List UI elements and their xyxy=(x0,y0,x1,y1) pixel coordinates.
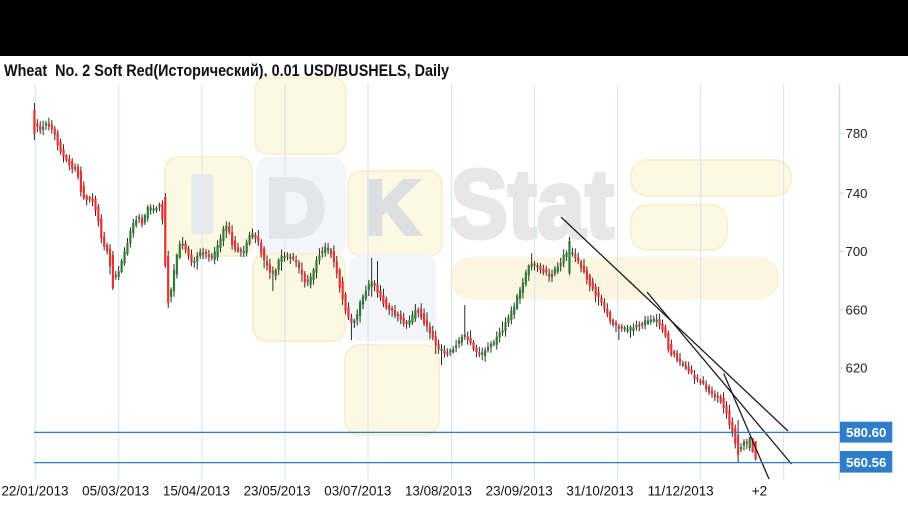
svg-text:15/04/2013: 15/04/2013 xyxy=(163,484,230,499)
svg-text:31/10/2013: 31/10/2013 xyxy=(566,484,633,499)
svg-text:+2: +2 xyxy=(752,484,767,499)
svg-text:580.60: 580.60 xyxy=(846,425,886,440)
svg-text:13/08/2013: 13/08/2013 xyxy=(405,484,472,499)
svg-text:Wheat No. 2 Soft Red(Историче: Wheat No. 2 Soft Red(Исторический), 0.01… xyxy=(4,62,450,80)
svg-text:660: 660 xyxy=(846,302,868,317)
svg-text:23/05/2013: 23/05/2013 xyxy=(244,484,311,499)
svg-text:620: 620 xyxy=(846,361,868,376)
svg-text:K: K xyxy=(364,165,420,251)
svg-text:700: 700 xyxy=(846,244,868,259)
svg-text:780: 780 xyxy=(846,126,868,141)
svg-text:05/03/2013: 05/03/2013 xyxy=(82,484,149,499)
svg-text:740: 740 xyxy=(846,186,868,201)
svg-text:Stat: Stat xyxy=(450,150,614,259)
svg-text:560.56: 560.56 xyxy=(846,455,886,470)
svg-text:22/01/2013: 22/01/2013 xyxy=(1,484,68,499)
svg-text:03/07/2013: 03/07/2013 xyxy=(324,484,391,499)
svg-text:23/09/2013: 23/09/2013 xyxy=(486,484,553,499)
svg-text:11/12/2013: 11/12/2013 xyxy=(648,484,714,499)
svg-text:D: D xyxy=(266,163,325,254)
